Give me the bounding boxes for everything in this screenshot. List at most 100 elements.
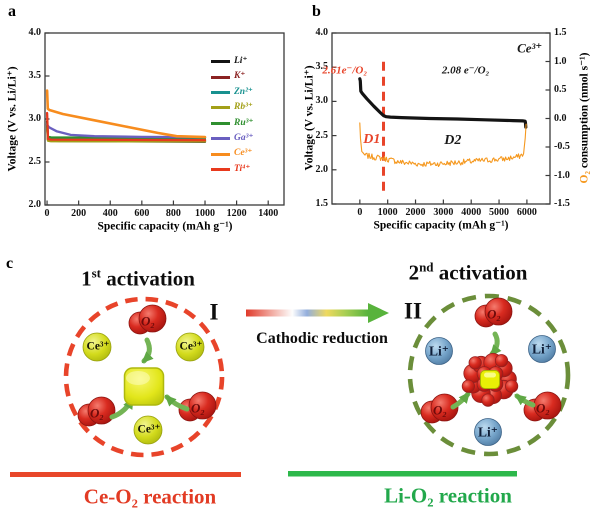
y-axis-title-b-left: Voltage (V vs. Li/Li⁺) [303, 65, 316, 171]
li-ion-label: Li⁺ [429, 343, 449, 359]
y-axis-title-a: Voltage (V vs. Li/Li⁺) [6, 66, 19, 172]
legend-item: Ru³⁺ [211, 117, 254, 129]
ce-ion-sphere [82, 332, 112, 362]
product-bump [468, 356, 482, 370]
x-tick-label: 1000 [377, 207, 398, 218]
li-ion-sphere [528, 335, 556, 363]
dashed-circle-first-activation [63, 296, 225, 458]
legend-swatch [211, 106, 230, 110]
o2-label: O₂ [487, 306, 501, 321]
chart-a [44, 32, 285, 206]
x-axis-title-b: Specific capacity (mAh g⁻¹) [373, 219, 509, 232]
x-tick-label: 400 [102, 208, 118, 219]
dashed-circle-second-activation [407, 293, 571, 457]
x-tick-label: 6000 [516, 207, 537, 218]
li-ion-sphere [425, 337, 453, 365]
y-tick-label: 1.5 [315, 198, 329, 209]
x-tick-label: 5000 [489, 207, 510, 218]
o2-molecule [474, 297, 513, 328]
o2-label: O₂ [433, 402, 447, 417]
legend-swatch [211, 137, 230, 141]
y-tick-label: 2.5 [28, 156, 42, 167]
annotation: D2 [444, 133, 462, 149]
annotation: 2.61e⁻/O₂ [322, 64, 368, 77]
y-tick-label-right: 0.5 [554, 84, 567, 95]
y-tick-label-right: -1.5 [554, 198, 570, 209]
y-tick-label: 3.0 [28, 113, 42, 124]
diagram-layer [10, 293, 571, 477]
x-tick-label: 0 [44, 208, 50, 219]
li-ion-label: Li⁺ [478, 424, 498, 440]
green-arrow [450, 391, 471, 410]
product-bump [481, 393, 495, 407]
y-tick-label: 3.5 [315, 61, 329, 73]
o2-molecule [128, 304, 167, 335]
annotation: 2.08 e⁻/O₂ [441, 64, 490, 77]
o2-sphere [188, 391, 217, 420]
legend-item: Ce³⁺ [211, 149, 252, 159]
legend-swatch [211, 152, 230, 156]
y-tick-label-right: -0.5 [554, 141, 570, 152]
y-tick-label: 2.5 [315, 129, 329, 141]
panel-label-a: a [8, 3, 16, 20]
legend-label: Zn²⁺ [234, 86, 253, 97]
x-tick-label: 800 [165, 208, 181, 219]
reaction-arrows [109, 331, 536, 420]
legend-label: Li⁺ [234, 56, 248, 66]
legend-label: K⁺ [234, 71, 246, 82]
legend-label: Ce³⁺ [234, 148, 253, 159]
y-tick-label-right: 1.5 [554, 27, 567, 38]
y-tick-label: 3.0 [315, 95, 329, 107]
y-tick-label: 2.0 [315, 163, 329, 175]
legend-swatch [211, 121, 230, 125]
green-arrow [164, 394, 190, 412]
product-bump [494, 354, 509, 368]
nanocube-core-highlight [484, 372, 496, 378]
o2-sphere [87, 396, 116, 425]
series-Ga-line [45, 123, 207, 139]
legend-label: Ru³⁺ [234, 117, 254, 128]
y-tick-label-right: 1.0 [554, 55, 567, 67]
series-Ti-line [45, 111, 207, 142]
li-o2-reaction-caption: Li-O₂ reaction [384, 483, 512, 508]
x-tick-label: 0 [357, 207, 363, 218]
x-tick-label: 600 [134, 208, 150, 219]
panel-label-b: b [312, 3, 321, 20]
o2-molecule [178, 391, 217, 422]
legend-item: Rb³⁺ [211, 103, 253, 113]
o2-sphere [138, 304, 167, 333]
ion-and-molecule-spheres [77, 297, 562, 446]
stage-numeral-one: I [209, 299, 219, 325]
x-tick-label: 4000 [461, 207, 482, 218]
ce-ion-sphere [133, 415, 163, 445]
y-tick-label: 3.5 [28, 70, 42, 81]
y-tick-label: 4.0 [315, 27, 329, 38]
cathodic-reduction-label: Cathodic reduction [256, 330, 388, 347]
panel-label-c: c [6, 255, 14, 272]
legend-item: Ti⁴⁺ [211, 163, 251, 175]
legend-swatch [211, 168, 230, 172]
green-arrow [514, 393, 536, 408]
o2-label: O₂ [191, 400, 205, 415]
series-voltage-line [358, 77, 528, 129]
annotation: D1 [363, 132, 381, 148]
ce-ion-label: Ce³⁺ [179, 340, 203, 353]
gradient-arrow-head [368, 303, 389, 323]
annotation: Ce³⁺ [517, 40, 543, 56]
ce-ion-sphere [175, 332, 205, 362]
y-tick-label-right: -1.0 [554, 169, 570, 181]
legend-swatch [211, 60, 230, 64]
legend-label: Ti⁴⁺ [234, 163, 251, 174]
series-Ce-line [45, 89, 207, 139]
red-underline [10, 472, 241, 477]
x-axis-title-a: Specific capacity (mAh g⁻¹) [97, 220, 233, 233]
li-ion-label: Li⁺ [532, 341, 552, 357]
green-underline [288, 471, 517, 477]
o2-label: O₂ [536, 400, 550, 415]
legend-swatch [211, 75, 230, 79]
x-tick-label: 1400 [258, 208, 279, 219]
y-tick-label: 2.0 [28, 199, 42, 210]
